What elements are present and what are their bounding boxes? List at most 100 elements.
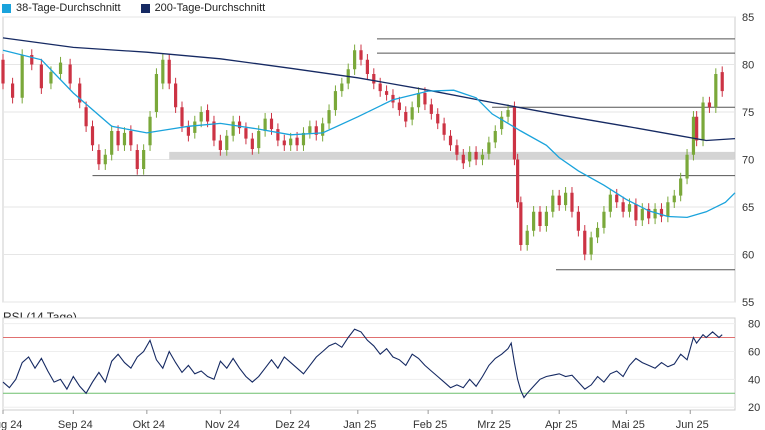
- candle-body: [468, 151, 472, 162]
- candle-body: [353, 50, 357, 70]
- candle-body: [666, 202, 670, 217]
- candle-body: [442, 123, 446, 135]
- candle-body: [327, 110, 331, 124]
- candle-body: [359, 50, 363, 60]
- rsi-plot-frame: [2, 317, 736, 411]
- ma38-line: [2, 49, 736, 219]
- candle-body: [404, 112, 408, 122]
- legend: 38-Tage-Durchschnitt 200-Tage-Durchschni…: [0, 0, 265, 16]
- candle-body: [519, 202, 523, 245]
- candle-body: [516, 159, 520, 203]
- candle-body: [103, 154, 107, 165]
- candle-body: [110, 131, 114, 155]
- candle-body: [142, 150, 146, 169]
- candle-body: [186, 126, 190, 136]
- candle-body: [589, 237, 593, 255]
- candle-body: [180, 107, 184, 127]
- candle-body: [602, 211, 606, 228]
- candle-body: [410, 107, 414, 120]
- candle-body: [608, 194, 612, 212]
- candle-body: [391, 94, 395, 103]
- x-tick-label: Apr 25: [545, 419, 577, 430]
- candle-body: [384, 91, 389, 95]
- candle-body: [455, 145, 459, 155]
- rsi-tick-label: 40: [748, 374, 760, 386]
- candle-body: [500, 116, 504, 130]
- candle-body: [551, 195, 555, 212]
- candle-body: [68, 64, 72, 84]
- candle-body: [416, 93, 421, 108]
- candle-body: [174, 83, 178, 108]
- candle-body: [685, 154, 689, 179]
- candle-body: [244, 128, 248, 139]
- candle-body: [314, 126, 318, 135]
- candle-body: [512, 107, 517, 160]
- candle-body: [282, 140, 286, 146]
- candle-body: [701, 102, 705, 141]
- candle-body: [672, 195, 676, 203]
- candle-body: [461, 154, 465, 164]
- rsi-tick-label: 20: [748, 402, 760, 414]
- candle-body: [544, 211, 549, 226]
- candle-body: [308, 126, 312, 133]
- candle-body: [691, 116, 696, 155]
- legend-label-200: 200-Tage-Durchschnitt: [154, 2, 266, 14]
- legend-swatch-38: [2, 3, 11, 13]
- candle-body: [538, 211, 542, 226]
- candle-body: [695, 116, 699, 141]
- candle-body: [30, 55, 34, 65]
- candle-body: [714, 74, 718, 108]
- legend-item-200: 200-Tage-Durchschnitt: [140, 2, 266, 14]
- x-tick-label: Aug 24: [0, 419, 22, 430]
- candle-body: [333, 91, 338, 111]
- candle-body: [640, 208, 644, 221]
- candle-body: [627, 204, 632, 212]
- candle-body: [365, 59, 370, 74]
- candle-body: [436, 113, 440, 124]
- x-tick-label: Nov 24: [205, 419, 240, 430]
- candle-body: [122, 132, 127, 146]
- candle-body: [263, 118, 267, 131]
- candle-body: [595, 227, 600, 238]
- candle-body: [212, 121, 216, 141]
- price-tick-label: 70: [742, 155, 754, 167]
- price-tick-label: 55: [742, 297, 754, 309]
- price-tick-label: 85: [742, 12, 754, 24]
- candle-body: [161, 59, 165, 84]
- candle-body: [97, 150, 101, 165]
- rsi-tick-label: 80: [748, 319, 760, 331]
- candle-body: [250, 138, 254, 150]
- price-tick-label: 75: [742, 107, 754, 119]
- rsi-tick-label: 60: [748, 346, 760, 358]
- x-tick-label: Sep 24: [58, 419, 93, 430]
- candle-body: [679, 178, 683, 196]
- candle-body: [301, 132, 306, 146]
- candle-body: [129, 131, 133, 146]
- candle-body: [634, 204, 638, 221]
- candle-body: [423, 93, 427, 105]
- x-tick-label: Mrz 25: [477, 419, 511, 430]
- candle-body: [487, 142, 491, 154]
- candle-body: [448, 135, 453, 146]
- candle-body: [84, 107, 88, 127]
- candle-body: [557, 195, 561, 206]
- rsi-line: [2, 328, 723, 399]
- candle-body: [653, 208, 657, 219]
- candle-body: [78, 83, 82, 103]
- candle-body: [563, 192, 568, 206]
- candle-body: [506, 110, 510, 117]
- x-tick-label: Feb 25: [413, 419, 447, 430]
- candle-body: [340, 83, 344, 92]
- candle-body: [525, 230, 529, 245]
- candle-body: [58, 62, 63, 74]
- candle-body: [1, 59, 5, 84]
- candle-body: [193, 121, 197, 133]
- candle-body: [570, 192, 574, 212]
- candle-body: [154, 74, 159, 112]
- candle-body: [289, 138, 293, 146]
- candle-body: [397, 102, 401, 111]
- candle-body: [480, 154, 485, 160]
- legend-swatch-200: [140, 3, 150, 13]
